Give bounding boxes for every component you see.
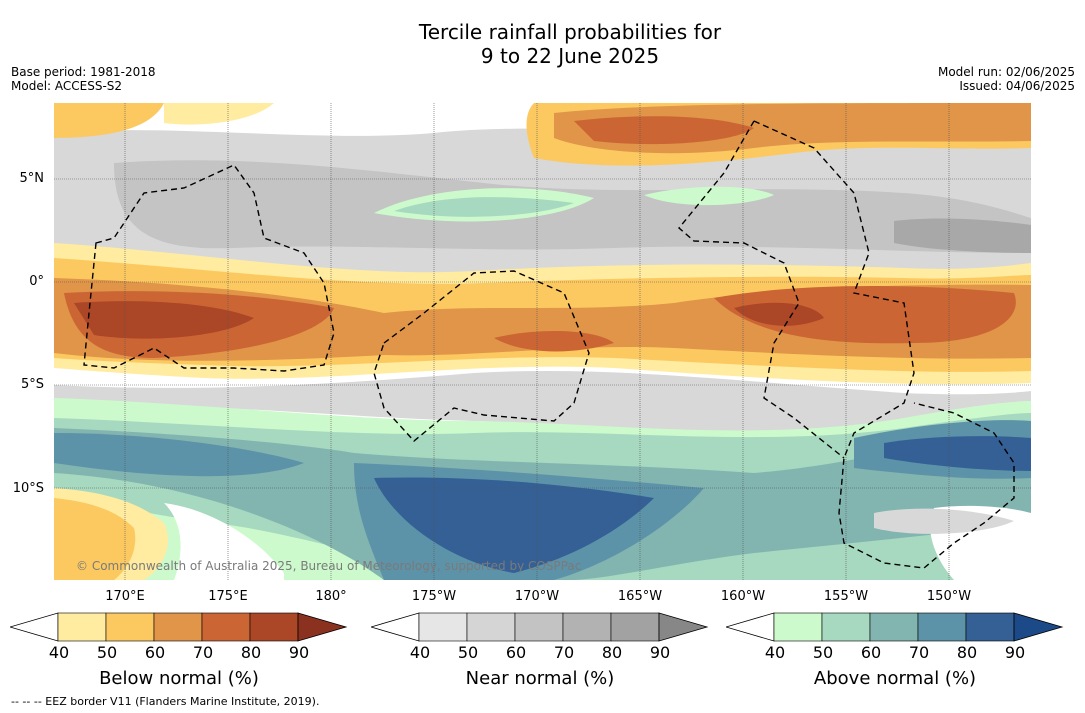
near-normal-south bbox=[54, 371, 1031, 439]
lon-label-170w: 170°W bbox=[514, 589, 560, 604]
above-normal-south-80 bbox=[374, 477, 654, 573]
near-normal-north-darker bbox=[894, 218, 1031, 253]
colorbar-above-tick: 90 bbox=[1004, 643, 1026, 662]
eez-border-2 bbox=[373, 270, 590, 442]
colorbar-above-normal bbox=[726, 612, 1064, 642]
colorbar-near-segment bbox=[466, 612, 516, 642]
meta-right: Model run: 02/06/2025 Issued: 04/06/2025 bbox=[938, 65, 1075, 93]
colorbar-below-tick: 40 bbox=[48, 643, 70, 662]
colorbar-above-high-extend bbox=[1013, 612, 1064, 642]
colorbar-near-segment bbox=[418, 612, 468, 642]
lon-label-170e: 170°E bbox=[105, 589, 145, 604]
base-period: Base period: 1981-2018 bbox=[11, 65, 156, 79]
colorbar-above-tick: 70 bbox=[908, 643, 930, 662]
above-normal-south-70 bbox=[54, 433, 304, 477]
graticule bbox=[54, 103, 1031, 580]
lon-label-165w: 165°W bbox=[617, 589, 663, 604]
colorbar-below-tick: 50 bbox=[96, 643, 118, 662]
colorbar-near-segment bbox=[514, 612, 564, 642]
colorbar-below-segment bbox=[153, 612, 203, 642]
colorbar-below-tick: 80 bbox=[240, 643, 262, 662]
lat-label-5n: 5°N bbox=[19, 171, 45, 186]
below-normal-top-left bbox=[54, 103, 164, 138]
below-normal-equator-70b bbox=[714, 286, 1016, 344]
colorbar-below-tick: 70 bbox=[192, 643, 214, 662]
eez-borders bbox=[83, 120, 1015, 569]
colorbar-above-tick: 60 bbox=[860, 643, 882, 662]
title-line-2: 9 to 22 June 2025 bbox=[480, 44, 660, 68]
colorbar-above-title: Above normal (%) bbox=[813, 668, 977, 689]
above-normal-patch-1b bbox=[394, 197, 574, 217]
above-normal-south-80c bbox=[884, 436, 1031, 471]
colorbar-near-tick: 70 bbox=[553, 643, 575, 662]
white-patch-south bbox=[164, 503, 284, 580]
colorbar-below-low-extend bbox=[10, 612, 59, 642]
colorbar-above-tick: 40 bbox=[764, 643, 786, 662]
lon-label-155w: 155°W bbox=[823, 589, 869, 604]
issued-date: Issued: 04/06/2025 bbox=[959, 79, 1075, 93]
colorbar-near-tick: 40 bbox=[409, 643, 431, 662]
eez-border-1 bbox=[83, 164, 335, 372]
colorbar-near-title: Near normal (%) bbox=[465, 668, 615, 689]
colorbar-above-segment bbox=[869, 612, 919, 642]
colorbar-below-title: Below normal (%) bbox=[99, 668, 259, 689]
colorbar-below-segment bbox=[57, 612, 107, 642]
meta-left: Base period: 1981-2018 Model: ACCESS-S2 bbox=[11, 65, 156, 93]
colorbar-near-low-extend bbox=[371, 612, 420, 642]
colorbar-above-segment bbox=[917, 612, 967, 642]
below-normal-equator-80b bbox=[734, 302, 824, 326]
below-normal-southwest-50 bbox=[54, 498, 136, 580]
colorbar-above-tick: 50 bbox=[812, 643, 834, 662]
eez-border-4 bbox=[678, 120, 845, 459]
colorbar-above-low-extend bbox=[726, 612, 775, 642]
colorbar-above-tick: 80 bbox=[956, 643, 978, 662]
lon-label-180: 180° bbox=[315, 589, 347, 604]
colorbar-near-segment bbox=[562, 612, 612, 642]
below-normal-equator-70c bbox=[494, 331, 614, 352]
colorbar-near-high-extend bbox=[658, 612, 709, 642]
title-line-1: Tercile rainfall probabilities for bbox=[418, 20, 722, 44]
lon-label-160w: 160°W bbox=[720, 589, 766, 604]
colorbar-below-high-extend bbox=[297, 612, 348, 642]
colorbar-near-tick: 50 bbox=[457, 643, 479, 662]
lat-label-0: 0° bbox=[29, 274, 44, 289]
colorbar-near-tick: 80 bbox=[601, 643, 623, 662]
colorbar-below-segment bbox=[201, 612, 251, 642]
lat-label-5s: 5°S bbox=[20, 377, 44, 392]
colorbar-near-tick: 90 bbox=[649, 643, 671, 662]
white-patch-southeast-grey bbox=[874, 508, 1014, 534]
lon-label-175e: 175°E bbox=[208, 589, 248, 604]
lon-label-150w: 150°W bbox=[926, 589, 972, 604]
eez-border-3 bbox=[753, 120, 1015, 569]
colorbar-near-normal bbox=[371, 612, 709, 642]
credit-text: © Commonwealth of Australia 2025, Bureau… bbox=[76, 559, 582, 573]
above-normal-patch-2 bbox=[644, 186, 774, 206]
below-normal-equator-80 bbox=[74, 301, 254, 339]
model-run: Model run: 02/06/2025 bbox=[937, 65, 1075, 79]
colorbar-below-segment bbox=[105, 612, 155, 642]
below-normal-top-3 bbox=[574, 116, 754, 145]
lon-label-175w: 175°W bbox=[411, 589, 457, 604]
colorbar-above-segment bbox=[965, 612, 1015, 642]
colorbar-below-tick: 60 bbox=[144, 643, 166, 662]
eez-footer-note: -- -- -- EEZ border V11 (Flanders Marine… bbox=[11, 695, 320, 708]
colorbar-below-normal bbox=[10, 612, 348, 642]
colorbar-below-segment bbox=[249, 612, 299, 642]
map-title: Tercile rainfall probabilities for 9 to … bbox=[0, 20, 1085, 68]
colorbar-above-segment bbox=[821, 612, 871, 642]
lat-label-10s: 10°S bbox=[12, 481, 44, 496]
colorbar-near-segment bbox=[610, 612, 660, 642]
model-name: Model: ACCESS-S2 bbox=[11, 79, 123, 93]
colorbar-above-segment bbox=[773, 612, 823, 642]
colorbar-near-tick: 60 bbox=[505, 643, 527, 662]
below-normal-top-left-2 bbox=[164, 103, 274, 125]
colorbar-below-tick: 90 bbox=[288, 643, 310, 662]
probability-map bbox=[54, 103, 1031, 580]
